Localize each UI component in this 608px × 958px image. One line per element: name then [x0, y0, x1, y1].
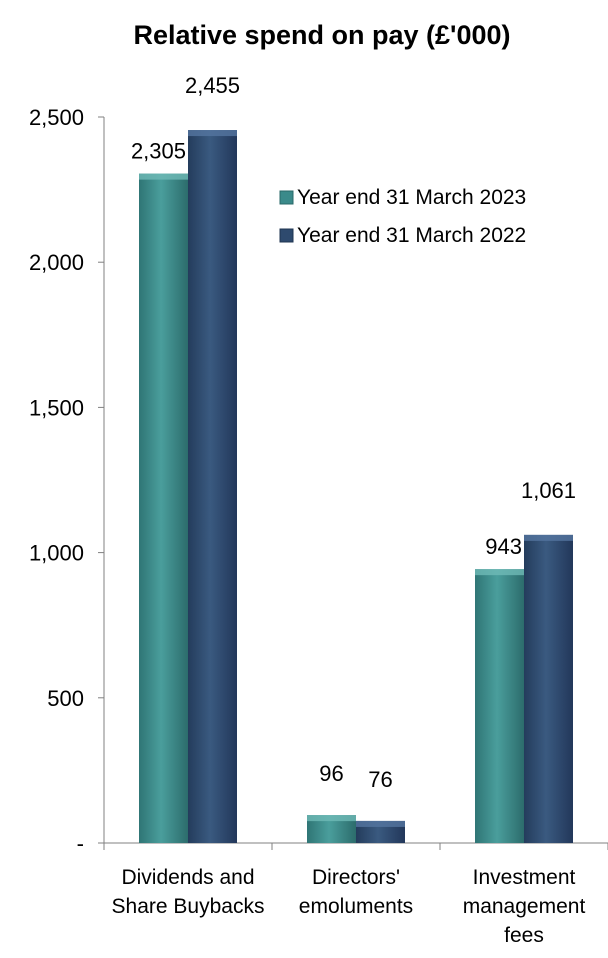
- legend-swatch: [279, 228, 294, 243]
- x-category-label: Share Buybacks: [112, 895, 265, 918]
- bar-1-2: [524, 534, 573, 843]
- y-tick-label: -: [77, 831, 84, 856]
- legend-label: Year end 31 March 2023: [297, 186, 526, 209]
- bars-group: [139, 130, 573, 844]
- x-category-label: management: [463, 895, 586, 918]
- bar-top-bevel-0-1: [307, 815, 356, 822]
- legend: Year end 31 March 2023 Year end 31 March …: [279, 186, 526, 247]
- y-tick-label: 1,000: [29, 541, 84, 566]
- data-label: 76: [368, 767, 392, 792]
- x-category-label: Investment: [473, 866, 576, 889]
- bar-1-0: [188, 130, 237, 843]
- y-tick-label: 1,500: [29, 395, 84, 420]
- y-tick-label: 2,500: [29, 105, 84, 130]
- x-category-label: Directors': [312, 866, 400, 889]
- x-category-label: fees: [504, 924, 544, 947]
- bar-0-2: [475, 569, 524, 843]
- chart-title: Relative spend on pay (£'000): [133, 20, 510, 50]
- data-label: 943: [485, 534, 522, 559]
- legend-label: Year end 31 March 2022: [297, 224, 526, 247]
- x-category-label: Dividends and: [121, 866, 254, 889]
- bar-top-bevel-1-2: [524, 534, 573, 541]
- data-label: 2,305: [131, 139, 186, 164]
- y-tick-label: 500: [47, 686, 84, 711]
- x-category-label: emoluments: [299, 895, 413, 918]
- axes-group: - 500 1,000 1,500 2,000 2,500 Dividends and Sha…: [29, 105, 608, 947]
- bar-top-bevel-0-0: [139, 173, 188, 180]
- data-label: 1,061: [521, 478, 576, 503]
- labels-group: 2,305 96 943 2,455 76 1,061: [131, 73, 576, 792]
- data-label: 96: [319, 761, 343, 786]
- data-label: 2,455: [185, 73, 240, 98]
- bar-top-bevel-1-0: [188, 130, 237, 137]
- y-tick-label: 2,000: [29, 250, 84, 275]
- bar-0-0: [139, 173, 188, 844]
- bar-top-bevel-0-2: [475, 569, 524, 576]
- bar-top-bevel-1-1: [356, 820, 405, 827]
- legend-swatch: [279, 190, 294, 205]
